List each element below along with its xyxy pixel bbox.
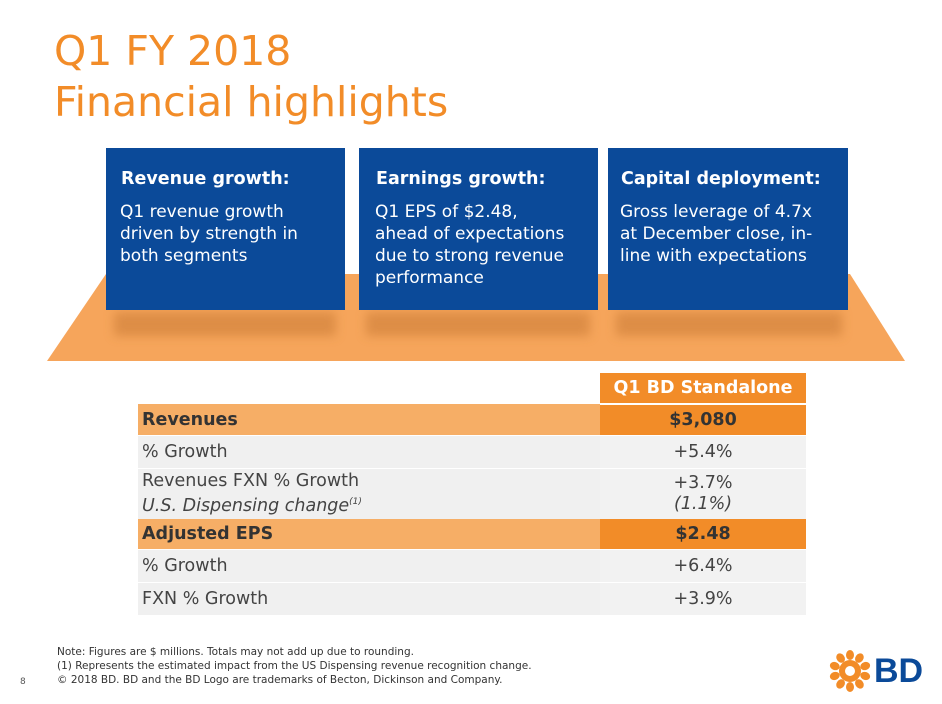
- page-title: Q1 FY 2018 Financial highlights: [54, 26, 448, 128]
- footnote-line: (1) Represents the estimated impact from…: [57, 660, 532, 672]
- card-heading: Revenue growth:: [121, 169, 290, 189]
- card-line: Q1 revenue growth: [120, 202, 284, 222]
- table-row: % Growth +6.4%: [138, 549, 806, 583]
- table-header-row: Q1 BD Standalone: [138, 373, 806, 405]
- logo-text: BD: [874, 652, 924, 690]
- card-heading: Capital deployment:: [621, 169, 821, 189]
- financial-table: Q1 BD Standalone Revenues $3,080 % Growt…: [138, 373, 806, 615]
- card-line: due to strong revenue: [375, 246, 565, 266]
- row-value: $3,080: [600, 404, 806, 436]
- row-label-group: Revenues FXN % Growth U.S. Dispensing ch…: [138, 468, 600, 519]
- row-subvalue: (1.1%): [673, 494, 733, 514]
- row-label: FXN % Growth: [138, 582, 600, 615]
- card-line: ahead of expectations: [375, 224, 565, 244]
- title-line-1: Q1 FY 2018: [54, 27, 292, 75]
- card-body: Gross leverage of 4.7x at December close…: [620, 201, 834, 267]
- row-label: % Growth: [138, 435, 600, 469]
- card-body: Q1 revenue growth driven by strength in …: [120, 201, 331, 267]
- card-heading: Earnings growth:: [376, 169, 546, 189]
- row-label: Adjusted EPS: [138, 519, 600, 550]
- bd-logo: BD: [828, 649, 928, 693]
- row-value: +3.7%: [673, 473, 733, 493]
- row-value: $2.48: [600, 519, 806, 550]
- copyright-line: © 2018 BD. BD and the BD Logo are tradem…: [57, 674, 503, 686]
- table-row: % Growth +5.4%: [138, 435, 806, 469]
- row-value: +6.4%: [600, 549, 806, 583]
- row-label: Revenues FXN % Growth: [142, 471, 360, 491]
- page-number: 8: [20, 677, 26, 687]
- row-value-group: +3.7% (1.1%): [600, 468, 806, 519]
- row-label: % Growth: [138, 549, 600, 583]
- row-sublabel: U.S. Dispensing change: [142, 496, 350, 516]
- table-row: Revenues $3,080: [138, 404, 806, 436]
- row-sublabel-wrap: U.S. Dispensing change(1): [142, 492, 600, 517]
- bd-sunburst-icon: [829, 650, 871, 692]
- card-line: at December close, in-: [620, 224, 813, 244]
- footnote-line: Note: Figures are $ millions. Totals may…: [57, 646, 414, 658]
- footnotes: Note: Figures are $ millions. Totals may…: [57, 645, 532, 687]
- table-row: FXN % Growth +3.9%: [138, 582, 806, 615]
- card-line: Q1 EPS of $2.48,: [375, 202, 518, 222]
- title-line-2: Financial highlights: [54, 78, 449, 126]
- row-value: +3.9%: [600, 582, 806, 615]
- row-label: Revenues: [138, 404, 600, 436]
- card-revenue-growth: Revenue growth: Q1 revenue growth driven…: [106, 148, 345, 310]
- card-line: both segments: [120, 246, 248, 266]
- table-row: Adjusted EPS $2.48: [138, 519, 806, 550]
- card-line: driven by strength in: [120, 224, 298, 244]
- column-header: Q1 BD Standalone: [600, 373, 806, 405]
- card-line: line with expectations: [620, 246, 807, 266]
- table-row: Revenues FXN % Growth U.S. Dispensing ch…: [138, 468, 806, 519]
- card-body: Q1 EPS of $2.48, ahead of expectations d…: [375, 201, 584, 289]
- card-line: Gross leverage of 4.7x: [620, 202, 812, 222]
- footnote-marker: (1): [349, 497, 362, 507]
- row-value: +5.4%: [600, 435, 806, 469]
- card-capital-deployment: Capital deployment: Gross leverage of 4.…: [608, 148, 848, 310]
- header-spacer: [138, 373, 600, 404]
- card-earnings-growth: Earnings growth: Q1 EPS of $2.48, ahead …: [359, 148, 598, 310]
- card-line: performance: [375, 268, 484, 288]
